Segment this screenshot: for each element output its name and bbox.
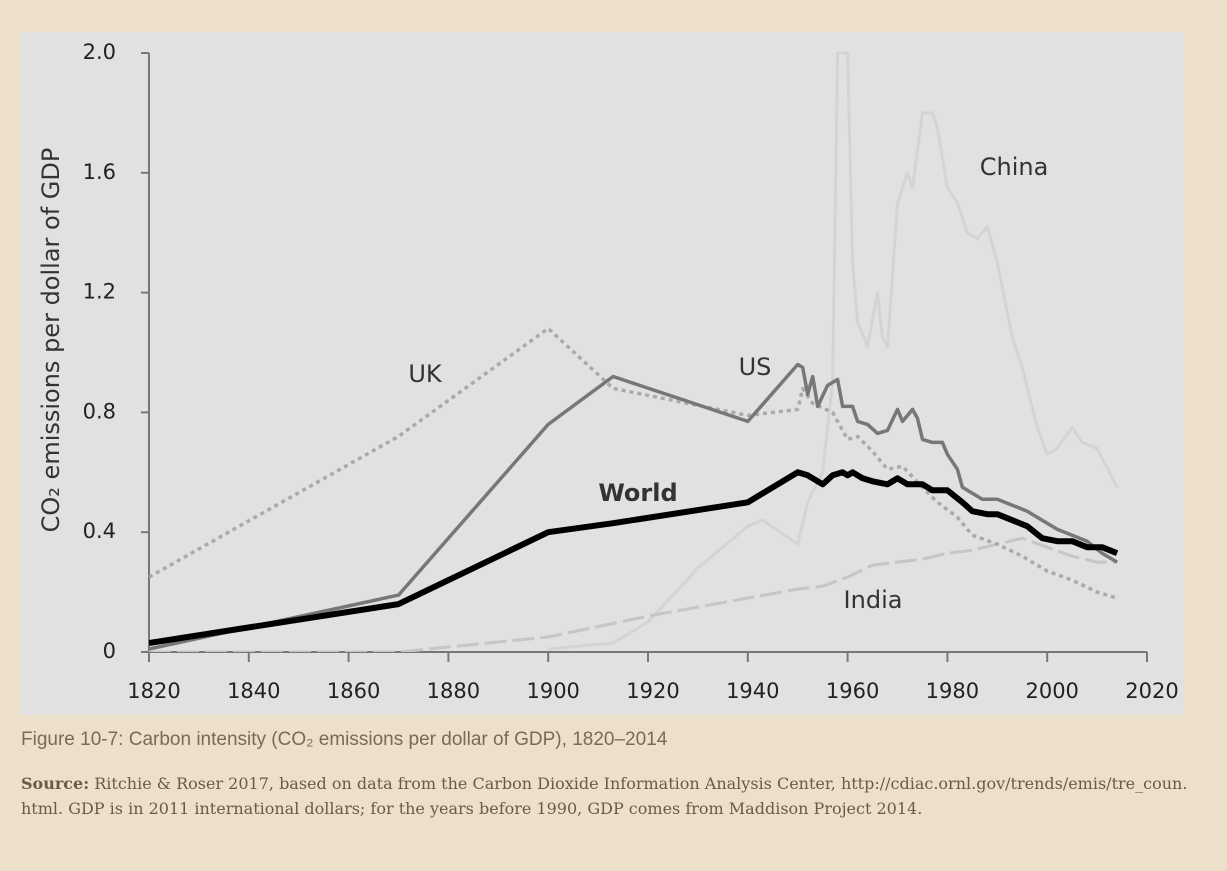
- series-line: [149, 326, 1118, 600]
- source-note: Source: Ritchie & Roser 2017, based on d…: [21, 771, 1196, 821]
- series-label: US: [739, 353, 772, 381]
- series-line: [149, 536, 1118, 652]
- x-tick-label: 1960: [826, 679, 879, 703]
- series-label: India: [844, 586, 903, 614]
- y-tick-label: 2.0: [83, 40, 116, 64]
- x-tick-label: 1860: [327, 679, 380, 703]
- y-axis-label: CO₂ emissions per dollar of GDP: [37, 148, 65, 533]
- x-tick-label: 1980: [926, 679, 979, 703]
- x-tick-label: 1880: [427, 679, 480, 703]
- series-line: [548, 51, 1119, 651]
- y-tick-label: 0: [103, 639, 116, 663]
- x-tick-label: 1920: [626, 679, 679, 703]
- source-label: Source:: [21, 774, 90, 793]
- source-text: Ritchie & Roser 2017, based on data from…: [21, 774, 1188, 818]
- y-tick-label: 1.2: [83, 280, 116, 304]
- x-tick-label: 2020: [1125, 679, 1178, 703]
- series-line: [149, 469, 1119, 646]
- series-label: China: [980, 153, 1049, 181]
- x-tick-label: 1900: [526, 679, 579, 703]
- x-tick-label: 1940: [726, 679, 779, 703]
- x-tick-label: 1840: [227, 679, 280, 703]
- x-tick-label: 2000: [1025, 679, 1078, 703]
- chart: CO₂ emissions per dollar of GDP 0 0.4 0.8 1…: [20, 32, 1185, 715]
- y-tick-label: 0.4: [83, 519, 116, 543]
- series-line: [149, 362, 1118, 651]
- series-label: UK: [408, 360, 443, 388]
- y-tick-label: 0.8: [83, 399, 116, 423]
- x-tick-label: 1820: [127, 679, 180, 703]
- plot-panel: [20, 32, 1185, 715]
- series-label: World: [598, 479, 677, 507]
- y-tick-label: 1.6: [83, 160, 116, 184]
- figure-caption: Figure 10-7: Carbon intensity (CO₂ emiss…: [21, 729, 668, 750]
